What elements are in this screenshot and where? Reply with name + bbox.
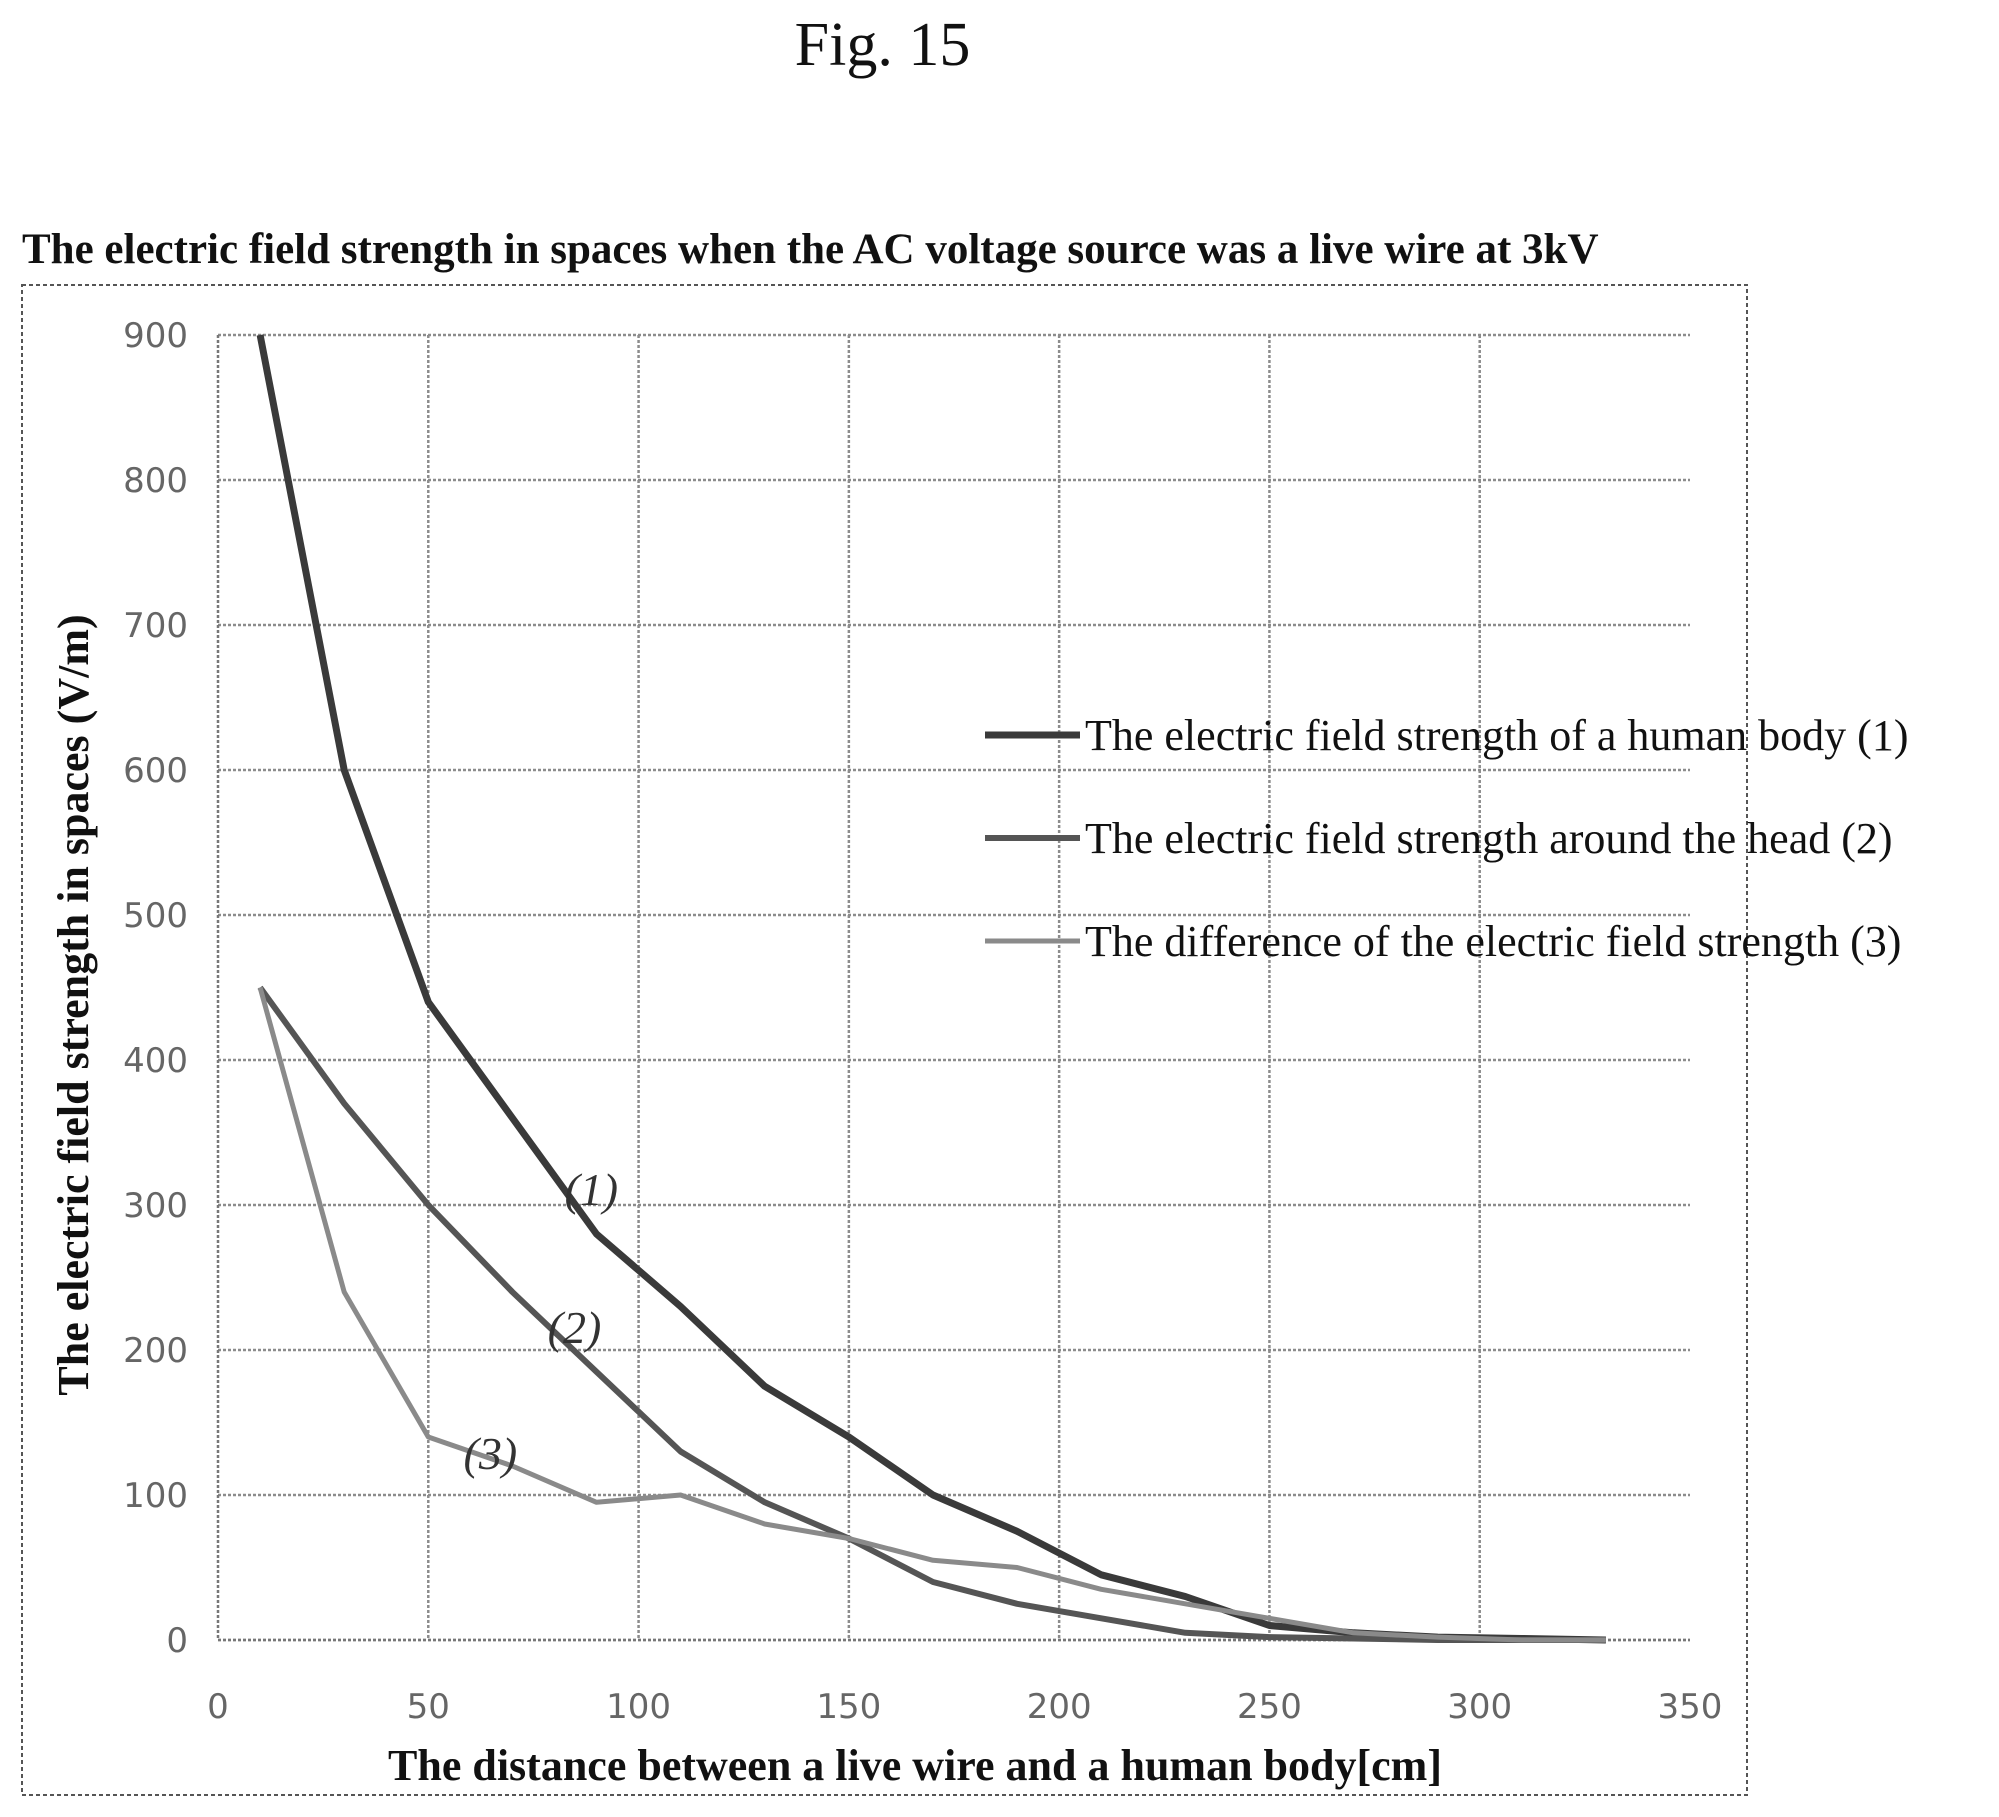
y-tick-label: 0 <box>166 1621 188 1661</box>
y-tick-label: 100 <box>123 1476 188 1516</box>
series-line-3 <box>257 986 1606 1643</box>
y-tick-label: 800 <box>123 461 188 501</box>
legend-label-1: The electric field strength of a human b… <box>1085 711 1908 760</box>
ticks: 0 100 200 300 400 500 600 700 800 900 0 50 100 150 200… <box>123 316 1722 1727</box>
figure-label: Fig. 15 <box>794 11 971 79</box>
x-tick-label: 0 <box>207 1687 229 1727</box>
y-axis-title: The electric field strength in spaces (V… <box>49 614 98 1395</box>
curve-label-1: (1) <box>564 1164 618 1215</box>
x-tick-label: 150 <box>816 1687 881 1727</box>
x-tick-label: 250 <box>1237 1687 1302 1727</box>
x-tick-label: 200 <box>1027 1687 1092 1727</box>
x-axis-title: The distance between a live wire and a h… <box>388 1741 1442 1790</box>
series-line-2 <box>257 985 1606 1643</box>
x-tick-label: 100 <box>606 1687 671 1727</box>
curve-label-2: (2) <box>548 1302 602 1353</box>
legend-label-2: The electric field strength around the h… <box>1085 814 1893 863</box>
y-tick-label: 300 <box>123 1186 188 1226</box>
chart-frame <box>21 284 1748 1796</box>
x-tick-label: 350 <box>1658 1687 1723 1727</box>
y-tick-label: 600 <box>123 751 188 791</box>
legend-label-3: The difference of the electric field str… <box>1085 917 1901 966</box>
y-tick-label: 400 <box>123 1041 188 1081</box>
chart-title: The electric field strength in spaces wh… <box>22 226 1599 273</box>
y-tick-label: 900 <box>123 316 188 356</box>
legend: The electric field strength of a human b… <box>985 711 1908 966</box>
curve-labels: (1) (2) (3) <box>464 1164 619 1479</box>
curve-label-3: (3) <box>464 1428 518 1479</box>
y-tick-label: 700 <box>123 606 188 646</box>
y-tick-label: 200 <box>123 1331 188 1371</box>
y-tick-label: 500 <box>123 896 188 936</box>
x-tick-label: 50 <box>407 1687 450 1727</box>
grid <box>216 333 1690 1642</box>
x-tick-label: 300 <box>1447 1687 1512 1727</box>
series-line-1 <box>256 334 1606 1644</box>
series <box>256 334 1606 1644</box>
